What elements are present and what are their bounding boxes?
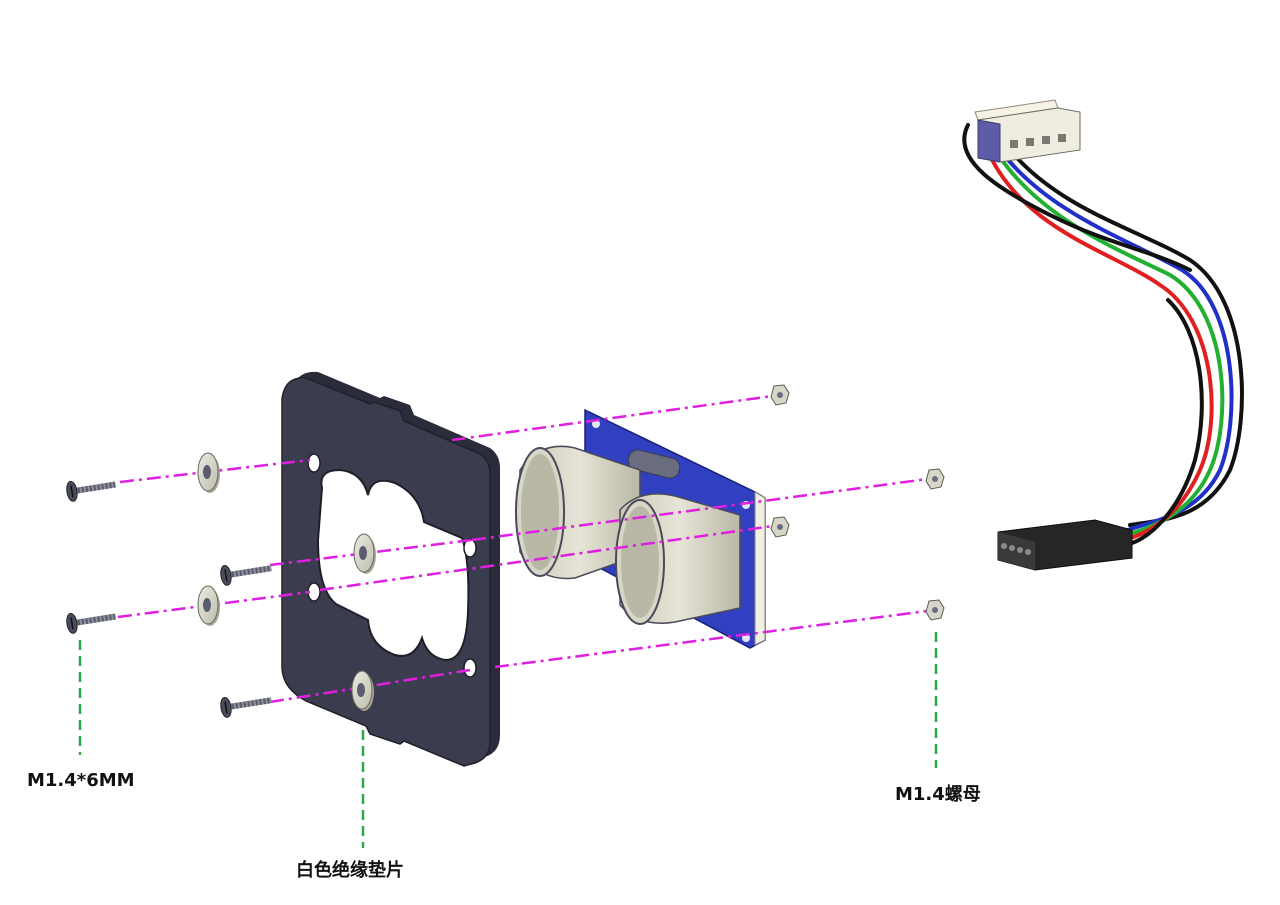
assembly-line-low-right bbox=[319, 523, 781, 592]
screw-icon bbox=[66, 480, 272, 718]
transducer-right-icon bbox=[615, 493, 741, 625]
crystal-icon bbox=[627, 449, 681, 479]
connector-white-icon bbox=[974, 99, 1081, 163]
washer-icon bbox=[197, 452, 376, 711]
label-screw: M1.4*6MM bbox=[27, 770, 135, 791]
leader-lines bbox=[78, 632, 938, 848]
bracket-icon bbox=[281, 371, 500, 767]
nut-icon bbox=[770, 384, 945, 621]
assembly-line-top-left bbox=[119, 458, 311, 484]
assembly-line-bottom-right bbox=[494, 608, 936, 669]
label-nut: M1.4螺母 bbox=[895, 784, 981, 805]
assembly-line-low-left bbox=[117, 590, 311, 619]
label-washer: 白色绝缘垫片 bbox=[296, 860, 404, 881]
ultrasonic-sensor-icon bbox=[515, 408, 766, 649]
assembly-line-top-right bbox=[451, 393, 781, 442]
cable-icon bbox=[962, 123, 1244, 547]
assembly-line-mid-right bbox=[471, 476, 936, 542]
transducer-left-icon bbox=[515, 445, 641, 580]
connector-black-icon bbox=[997, 519, 1133, 571]
